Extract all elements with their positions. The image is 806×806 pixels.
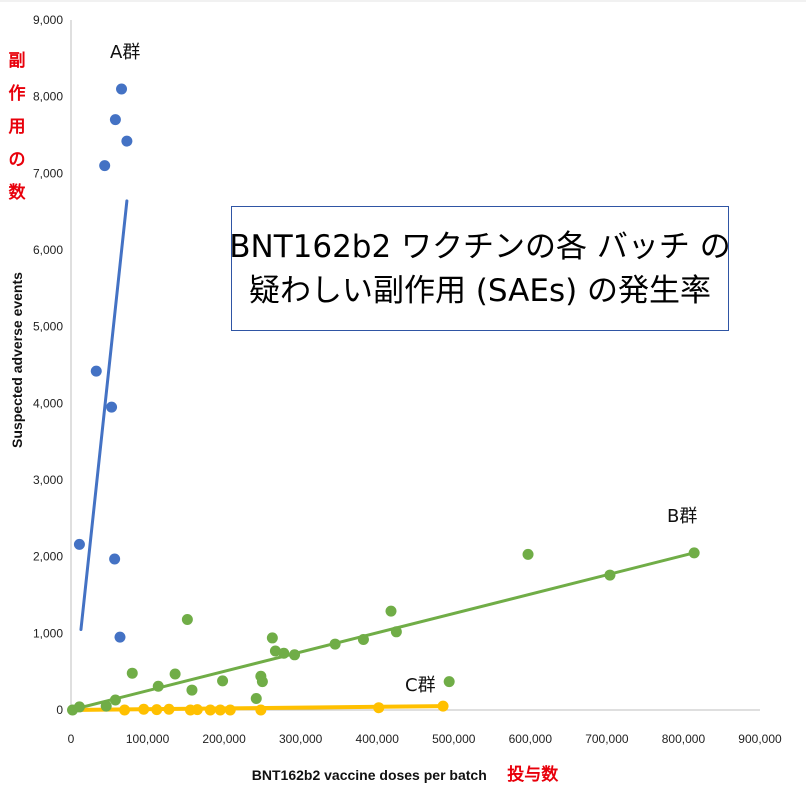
data-point — [278, 647, 290, 659]
x-tick-label: 700,000 — [585, 732, 629, 746]
data-point — [255, 704, 267, 716]
x-tick-label: 600,000 — [509, 732, 553, 746]
y-axis-title-jp: 副作用の数 — [9, 51, 27, 203]
data-point — [289, 649, 301, 661]
x-tick-label: 400,000 — [356, 732, 400, 746]
y-tick-label: 8,000 — [33, 90, 63, 104]
data-point — [73, 538, 85, 550]
group-label-a: A群 — [110, 42, 140, 63]
x-tick-label: 100,000 — [126, 732, 170, 746]
data-point — [109, 114, 121, 126]
x-tick-label: 500,000 — [432, 732, 476, 746]
y-tick-label: 2,000 — [33, 550, 63, 564]
data-point — [151, 704, 163, 716]
data-point — [250, 693, 262, 704]
data-point — [138, 703, 150, 715]
x-tick-label: 200,000 — [202, 732, 246, 746]
data-point — [269, 645, 281, 657]
data-point — [163, 703, 175, 715]
x-tick-label: 0 — [68, 732, 75, 746]
data-point — [373, 702, 385, 714]
data-point — [357, 633, 369, 645]
data-points — [67, 83, 700, 716]
data-point — [443, 676, 455, 688]
chart-title-line-1: BNT162b2 ワクチンの各 バッチ の — [229, 228, 731, 265]
data-point — [437, 700, 449, 712]
y-tick-label: 6,000 — [33, 243, 63, 257]
y-tick-label: 0 — [56, 703, 63, 717]
data-point — [114, 631, 126, 643]
data-point — [116, 83, 128, 95]
data-point — [256, 676, 268, 688]
x-tick-label: 900,000 — [738, 732, 782, 746]
data-point — [152, 680, 164, 692]
data-point — [204, 704, 216, 716]
data-point — [169, 668, 181, 680]
y-tick-label: 1,000 — [33, 626, 63, 640]
data-point — [121, 135, 133, 147]
data-point — [688, 547, 700, 559]
x-tick-label: 300,000 — [279, 732, 323, 746]
group-label-c: C群 — [405, 675, 436, 696]
y-tick-label: 9,000 — [33, 13, 63, 27]
data-point — [214, 704, 226, 716]
group-label-b: B群 — [667, 506, 697, 527]
y-tick-label: 7,000 — [33, 166, 63, 180]
y-axis-title: Suspected adverse events — [9, 272, 25, 448]
data-point — [522, 548, 534, 560]
data-point — [224, 704, 236, 716]
data-point — [266, 632, 278, 644]
data-point — [604, 569, 616, 581]
data-point — [191, 704, 203, 716]
data-point — [119, 704, 131, 716]
chart-title-line-2: 疑わしい副作用 (SAEs) の発生率 — [248, 272, 712, 309]
x-tick-label: 800,000 — [662, 732, 706, 746]
data-point — [385, 605, 397, 617]
y-axis-title-jp-text: 副作用の数 — [9, 51, 27, 203]
y-tick-label: 5,000 — [33, 320, 63, 334]
data-point — [181, 614, 193, 626]
data-point — [390, 626, 402, 638]
trend-line — [69, 551, 696, 712]
data-point — [90, 365, 102, 377]
x-tick-labels: 0 100,000 200,000 300,000 400,000 500,000 600,… — [68, 732, 782, 746]
x-axis-title: BNT162b2 vaccine doses per batch 投与数 — [252, 764, 559, 785]
data-point — [126, 667, 138, 679]
data-point — [99, 160, 111, 172]
trend-line — [79, 199, 129, 631]
chart-title-box: BNT162b2 ワクチンの各 バッチ の 疑わしい副作用 (SAEs) の発生… — [229, 206, 731, 331]
data-point — [217, 675, 229, 687]
data-point — [186, 684, 198, 696]
data-point — [73, 701, 85, 713]
y-tick-label: 4,000 — [33, 396, 63, 410]
data-point — [109, 553, 121, 565]
y-tick-labels: 0 1,000 2,000 3,000 4,000 5,000 6,000 7,000 8,00… — [33, 13, 63, 717]
y-tick-label: 3,000 — [33, 473, 63, 487]
data-point — [100, 700, 112, 712]
data-point — [329, 638, 341, 650]
data-point — [109, 694, 121, 706]
data-point — [106, 401, 118, 413]
